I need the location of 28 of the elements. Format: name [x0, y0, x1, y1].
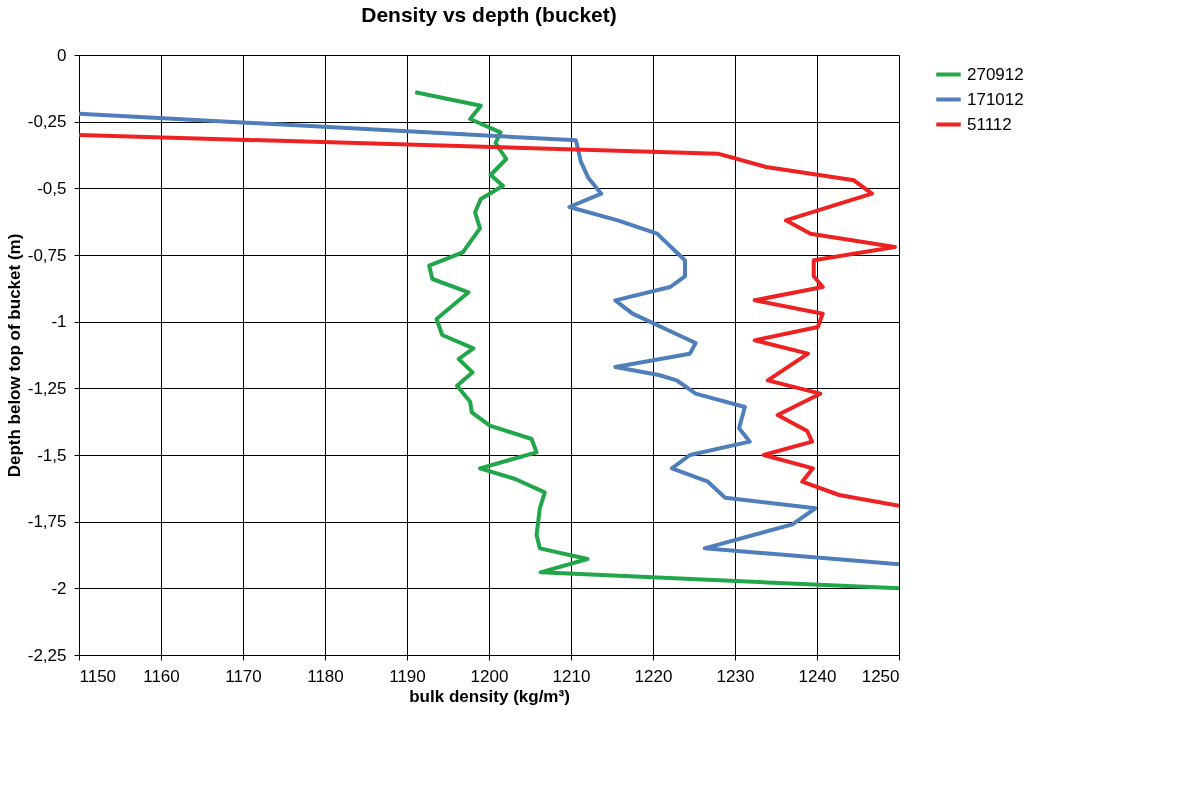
x-tick-label: 1220 [634, 666, 673, 686]
y-axis-title: Depth below top of bucket (m) [4, 233, 24, 478]
y-tick-label: -0,25 [27, 112, 67, 132]
y-tick-label: -0,5 [37, 178, 67, 198]
x-tick-label: 1170 [225, 666, 262, 686]
chart-title: Density vs depth (bucket) [361, 3, 617, 26]
x-tick-label: 1180 [307, 666, 344, 686]
y-tick-label: -1 [51, 312, 67, 332]
x-tick-label: 1240 [798, 666, 837, 686]
y-tick-label: -1,75 [27, 512, 67, 532]
x-tick-label: 1200 [470, 666, 509, 686]
x-tick-label: 1230 [716, 666, 755, 686]
y-tick-label: -1,5 [37, 445, 67, 465]
x-tick-label: 1210 [552, 666, 591, 686]
x-tick-label: 1150 [79, 666, 117, 686]
y-tick-label: -1,25 [27, 378, 67, 398]
line-series [413, 90, 899, 591]
x-tick-label: 1160 [143, 666, 180, 686]
y-tick-label: -0,75 [27, 245, 67, 265]
y-tick-label: -2 [51, 578, 67, 598]
legend-label: 51112 [967, 114, 1012, 134]
x-tick-label: 1190 [389, 666, 426, 686]
y-tick-label: -2,25 [27, 645, 67, 665]
x-tick-label: 1250 [861, 666, 900, 686]
legend-label: 171012 [967, 89, 1024, 109]
legend-label: 270912 [967, 64, 1024, 84]
x-axis-title: bulk density (kg/m³) [409, 686, 570, 706]
y-tick-label: 0 [57, 45, 67, 65]
